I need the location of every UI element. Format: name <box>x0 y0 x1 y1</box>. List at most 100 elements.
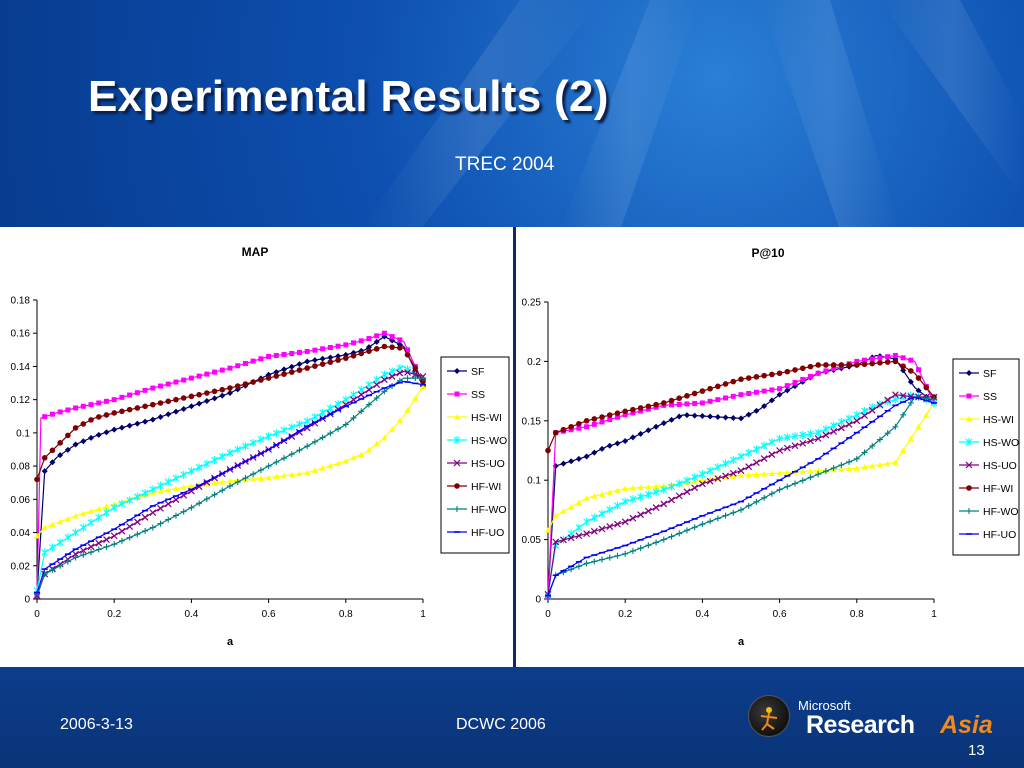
data-point <box>250 476 257 482</box>
data-point <box>173 379 179 385</box>
data-point <box>288 363 295 370</box>
data-point <box>575 455 582 462</box>
data-point <box>134 390 140 396</box>
data-point <box>157 413 164 420</box>
data-point <box>365 386 373 394</box>
data-point <box>653 539 660 546</box>
data-point <box>900 363 906 369</box>
data-point <box>196 500 203 507</box>
y-tick-label: 0.08 <box>11 462 31 473</box>
data-point <box>822 468 829 475</box>
data-point <box>776 447 784 454</box>
data-point <box>845 420 853 428</box>
data-point <box>745 411 752 418</box>
data-point <box>598 525 606 533</box>
legend-marker <box>965 438 973 446</box>
data-point <box>853 465 860 471</box>
data-point <box>188 403 195 410</box>
slide-title: Experimental Results (2) <box>88 72 609 121</box>
data-point <box>88 402 94 408</box>
legend-label: HS-UO <box>983 460 1017 472</box>
legend-label: SS <box>983 391 997 403</box>
data-point <box>699 413 706 420</box>
data-point <box>373 346 380 352</box>
data-point <box>242 381 249 387</box>
data-point <box>637 405 644 411</box>
data-point <box>265 432 272 441</box>
data-point <box>722 414 729 421</box>
data-point <box>227 365 233 371</box>
data-point <box>358 408 365 415</box>
series-hf-uo <box>545 396 937 597</box>
data-point <box>606 442 613 449</box>
data-point <box>791 442 799 450</box>
data-point <box>134 420 141 427</box>
data-point <box>79 547 87 554</box>
data-point <box>644 507 652 515</box>
data-point <box>219 392 226 399</box>
data-point <box>304 469 311 476</box>
data-point <box>80 510 87 517</box>
y-tick-label: 0.18 <box>11 296 31 307</box>
series-hs-wo <box>33 364 427 595</box>
data-point <box>738 376 744 383</box>
data-point <box>714 413 721 420</box>
data-point <box>126 422 133 429</box>
data-point <box>652 504 660 511</box>
data-point <box>614 414 620 420</box>
data-point <box>783 433 791 442</box>
data-point <box>568 503 575 510</box>
data-point <box>629 434 636 441</box>
data-point <box>288 471 295 478</box>
data-point <box>606 489 613 495</box>
data-point <box>590 513 598 522</box>
data-point <box>568 423 574 430</box>
data-point <box>412 375 419 382</box>
data-point <box>900 447 907 453</box>
data-point <box>698 480 706 488</box>
data-point <box>853 455 860 462</box>
data-point <box>88 417 94 423</box>
data-point <box>72 425 79 431</box>
data-point <box>172 485 179 492</box>
data-point <box>869 442 876 449</box>
data-point <box>684 393 690 399</box>
legend-label: HS-UO <box>471 458 505 470</box>
data-point <box>545 447 551 454</box>
legend-label: HS-WI <box>471 412 502 424</box>
data-point <box>568 427 574 433</box>
data-point <box>552 429 559 436</box>
legend-label: SF <box>983 368 996 380</box>
data-point <box>111 426 118 433</box>
data-point <box>706 477 714 485</box>
data-point <box>327 354 334 361</box>
data-point <box>41 524 48 531</box>
data-point <box>180 395 187 401</box>
data-point <box>257 475 264 481</box>
legend-marker <box>454 414 460 420</box>
data-point <box>675 479 683 488</box>
data-point <box>311 357 318 364</box>
data-point <box>607 417 613 423</box>
data-point <box>180 484 187 490</box>
data-point <box>722 459 729 468</box>
data-point <box>800 376 806 382</box>
data-point <box>753 459 760 467</box>
data-point <box>389 344 395 350</box>
data-point <box>196 400 203 407</box>
data-point <box>266 353 272 359</box>
data-point <box>614 440 621 447</box>
data-point <box>388 367 396 376</box>
y-tick-label: 0.16 <box>11 329 31 340</box>
data-point <box>576 425 582 431</box>
data-point <box>552 538 560 546</box>
legend-box <box>440 356 510 554</box>
data-point <box>869 356 875 362</box>
data-point <box>891 391 899 399</box>
data-point <box>768 490 775 497</box>
data-point <box>668 496 675 504</box>
legend-marker <box>966 370 972 376</box>
data-point <box>884 396 892 404</box>
data-point <box>357 385 365 394</box>
data-point <box>691 484 699 492</box>
